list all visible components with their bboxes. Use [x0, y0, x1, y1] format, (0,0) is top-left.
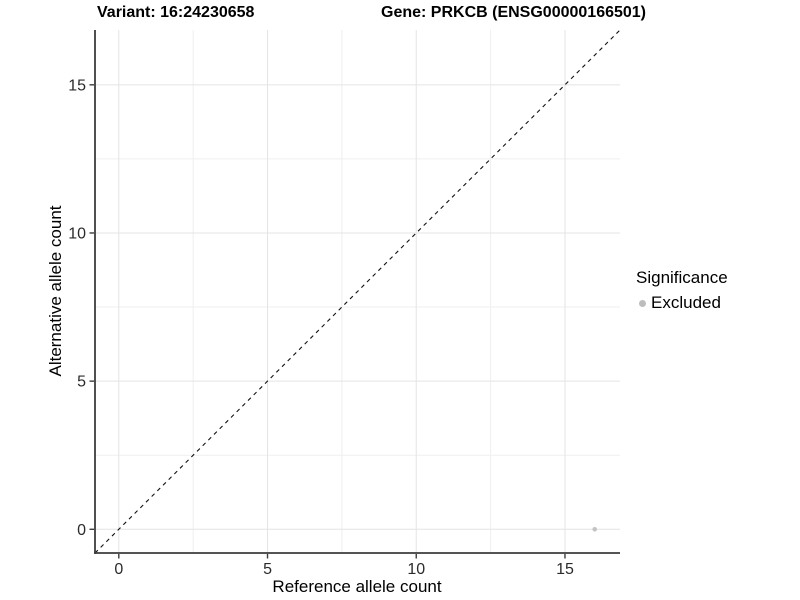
x-tick-label: 5 — [263, 561, 272, 578]
plot-title-gene: Gene: PRKCB (ENSG00000166501) — [381, 4, 647, 21]
legend: Significance Excluded — [636, 268, 728, 313]
plot-title-variant: Variant: 16:24230658 — [97, 4, 255, 21]
legend-point-icon — [639, 299, 646, 307]
y-tick-label: 5 — [77, 374, 86, 391]
data-point — [592, 526, 598, 532]
x-tick-label: 15 — [556, 561, 574, 578]
y-tick-label: 10 — [68, 225, 86, 242]
legend-item-label: Excluded — [651, 293, 721, 312]
identity-dashed-line — [94, 29, 621, 554]
legend-item-excluded: Excluded — [636, 293, 728, 313]
y-tick-label: 15 — [68, 77, 86, 94]
legend-title: Significance — [636, 268, 728, 287]
y-axis-title: Alternative allele count — [46, 205, 65, 377]
x-tick-label: 10 — [407, 561, 425, 578]
x-axis-title: Reference allele count — [272, 577, 442, 596]
x-tick-label: 0 — [114, 561, 123, 578]
y-tick-label: 0 — [77, 522, 86, 539]
